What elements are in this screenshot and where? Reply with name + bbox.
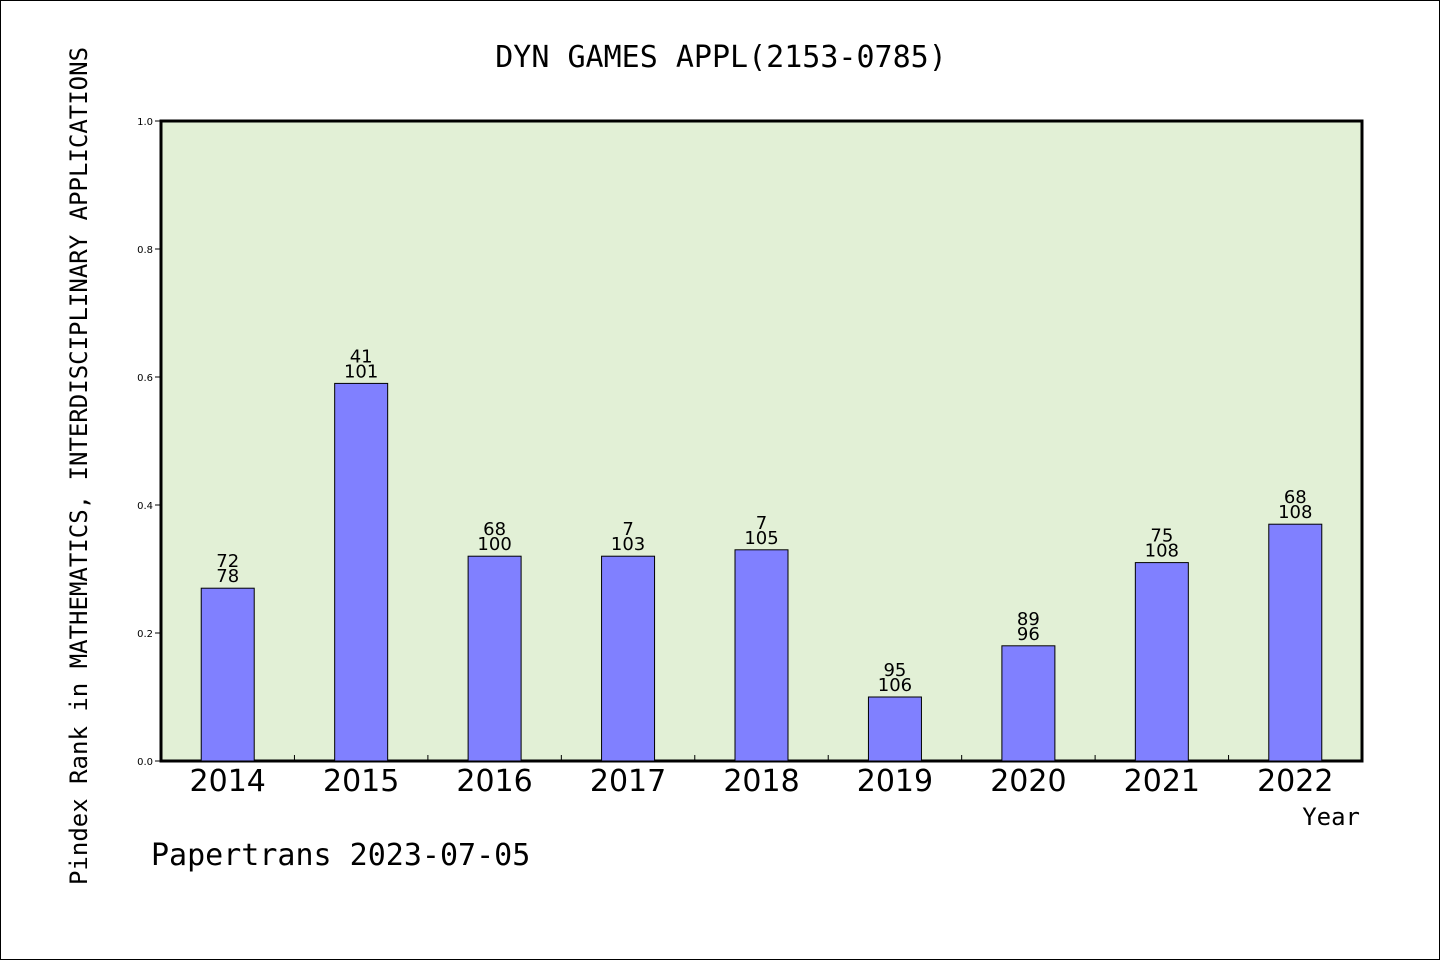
bar-label-bottom: 100 [477, 534, 511, 555]
y-tick-label: 0.6 [137, 373, 153, 384]
bar-2018 [734, 549, 789, 762]
x-tick-label: 2014 [190, 764, 266, 799]
bar-label-top: 89 [1017, 609, 1040, 630]
bar-label-top: 7 [756, 513, 767, 534]
x-tick-label: 2021 [1124, 764, 1200, 799]
x-tick-label: 2018 [723, 764, 799, 799]
y-axis-label: Pindex Rank in MATHEMATICS, INTERDISCIPL… [65, 47, 93, 885]
bar-label-bottom: 103 [611, 534, 645, 555]
bar-label-bottom: 105 [744, 528, 778, 549]
bar-label-top: 7 [622, 519, 633, 540]
bar-label-bottom: 108 [1278, 502, 1312, 523]
bar-2019 [867, 696, 922, 762]
bar-2017 [601, 555, 656, 762]
y-tick-label: 1.0 [137, 117, 153, 128]
x-tick-label: 2020 [990, 764, 1066, 799]
bar-2022 [1268, 523, 1323, 762]
x-tick-label: 2015 [323, 764, 399, 799]
bar-label-bottom: 108 [1145, 541, 1179, 562]
x-tick-label: 2016 [456, 764, 532, 799]
bars: 7278411016810071037105951068996751086810… [200, 346, 1323, 762]
x-tick-label: 2017 [590, 764, 666, 799]
bar-label-top: 41 [350, 346, 373, 367]
axis-ticks: 0.0 0.2 0.4 0.6 0.8 1.0 2014 2015 2016 2017 2018 20… [137, 117, 1333, 799]
chart-title: DYN GAMES APPL(2153-0785) [495, 40, 947, 75]
bar-label-top: 68 [483, 519, 506, 540]
y-tick-label: 0.2 [137, 629, 153, 640]
x-tick-label: 2019 [857, 764, 933, 799]
x-tick-label: 2022 [1257, 764, 1333, 799]
bar-label-top: 72 [216, 551, 239, 572]
bar-label-bottom: 96 [1017, 624, 1040, 645]
y-tick-label: 0.0 [137, 757, 153, 768]
bar-2021 [1134, 562, 1189, 762]
bar-2014 [200, 587, 255, 762]
bar-label-top: 75 [1150, 526, 1173, 547]
bar-label-bottom: 101 [344, 361, 378, 382]
y-tick-label: 0.4 [137, 501, 153, 512]
bar-label-bottom: 106 [878, 675, 912, 696]
x-axis-label: Year [1302, 803, 1360, 831]
bar-label-top: 95 [883, 660, 906, 681]
bar-2016 [467, 555, 522, 762]
bar-2015 [334, 382, 389, 762]
footer-text: Papertrans 2023-07-05 [151, 838, 530, 873]
bar-label-top: 68 [1284, 487, 1307, 508]
bar-2020 [1001, 645, 1056, 762]
y-tick-label: 0.8 [137, 245, 153, 256]
bar-label-bottom: 78 [216, 566, 239, 587]
